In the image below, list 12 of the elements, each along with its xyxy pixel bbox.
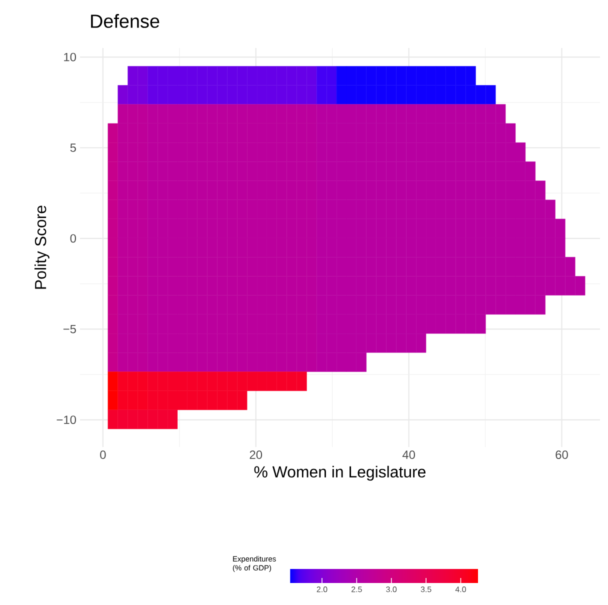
x-tick-label: 60 bbox=[556, 450, 568, 459]
x-tick-label: 40 bbox=[402, 450, 416, 459]
x-tick-label: 0 bbox=[100, 450, 106, 459]
y-tick-label: −5 bbox=[63, 324, 76, 334]
y-tick-label: 10 bbox=[64, 52, 76, 62]
y-tick-label: −10 bbox=[56, 416, 76, 424]
y-tick-label: 0 bbox=[70, 234, 76, 243]
x-axis-title: % Women in Legislature bbox=[254, 466, 426, 481]
y-tick-label: 5 bbox=[70, 144, 76, 152]
x-tick-label: 20 bbox=[250, 450, 262, 459]
y-axis-title: Polity Score bbox=[34, 206, 50, 289]
chart-title: Defense bbox=[91, 14, 160, 28]
